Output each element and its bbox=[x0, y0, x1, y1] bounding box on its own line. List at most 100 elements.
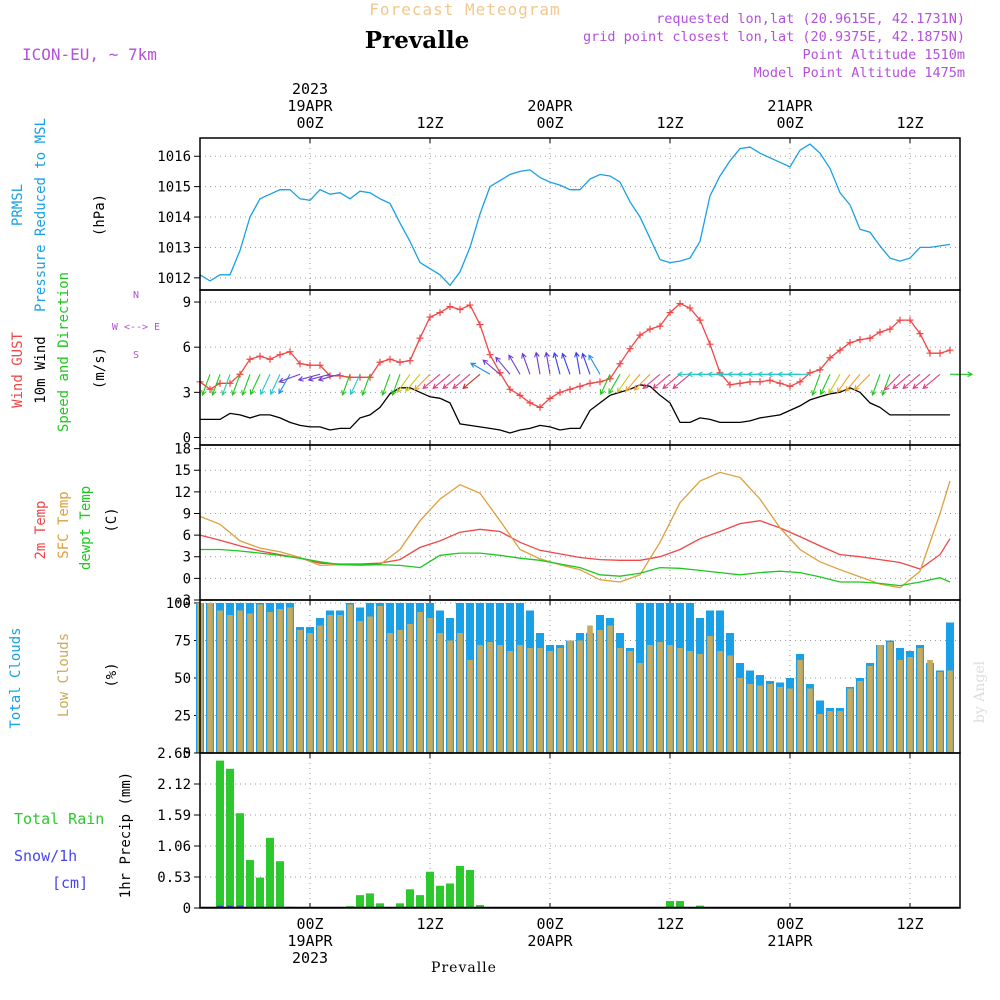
wind-direction-arrow bbox=[269, 374, 281, 396]
top-axis-label: 12Z bbox=[416, 114, 443, 132]
y-tick-label: 6 bbox=[183, 528, 191, 544]
compass-north: N bbox=[133, 290, 139, 301]
rain-bar bbox=[266, 837, 274, 908]
compass-west-east: W <--> E bbox=[112, 322, 160, 333]
gust-marker bbox=[296, 360, 304, 368]
wind-direction-arrow bbox=[633, 373, 651, 391]
low-clouds-bar bbox=[507, 651, 513, 753]
top-axis-label: 2023 bbox=[292, 80, 328, 98]
rain-bar bbox=[446, 883, 454, 908]
gust-marker bbox=[406, 357, 414, 365]
y-tick-label: 1.59 bbox=[157, 808, 191, 824]
low-clouds-bar bbox=[577, 640, 583, 753]
low-clouds-bar bbox=[367, 616, 373, 753]
wind-direction-arrow bbox=[307, 373, 331, 382]
low-clouds-bar bbox=[537, 648, 543, 753]
rain-bar bbox=[666, 900, 674, 908]
rain-bar bbox=[366, 893, 374, 908]
gust-label: Wind GUST bbox=[10, 332, 26, 408]
gust-marker bbox=[886, 325, 894, 333]
low-clouds-bar bbox=[707, 636, 713, 753]
gust-marker bbox=[246, 355, 254, 363]
y-tick-label: 12 bbox=[174, 485, 191, 501]
gust-marker bbox=[816, 366, 824, 374]
gust-marker bbox=[746, 378, 754, 386]
low-clouds-bar bbox=[247, 613, 253, 753]
low-clouds-bar bbox=[437, 633, 443, 753]
rain-bar bbox=[256, 877, 264, 908]
sfc-temp-line bbox=[199, 471, 951, 589]
low-clouds-bar bbox=[897, 660, 903, 753]
low-clouds-bar bbox=[477, 645, 483, 753]
low-clouds-bar bbox=[667, 645, 673, 753]
gust-marker bbox=[306, 361, 314, 369]
wind-direction-arrow bbox=[588, 354, 601, 375]
rain-bar bbox=[416, 895, 424, 908]
wind-direction-arrow bbox=[249, 374, 261, 396]
wind-direction-arrow bbox=[211, 374, 221, 397]
wind-direction-arrow bbox=[871, 374, 881, 397]
wind-direction-arrow bbox=[892, 373, 911, 390]
low-clouds-bar bbox=[847, 688, 853, 753]
gust-marker bbox=[536, 403, 544, 411]
gust-marker bbox=[676, 300, 684, 308]
bottom-axis-label: 20APR bbox=[527, 932, 573, 950]
rain-bar bbox=[466, 869, 474, 908]
y-tick-label: 0.53 bbox=[157, 870, 191, 886]
wind-direction-arrow bbox=[672, 373, 691, 390]
gust-marker bbox=[666, 309, 674, 317]
low-clouds-bar bbox=[447, 640, 453, 753]
gust-marker bbox=[286, 348, 294, 356]
low-clouds-bar bbox=[387, 633, 393, 753]
gust-marker bbox=[696, 316, 704, 324]
low-clouds-bar bbox=[787, 688, 793, 753]
low-clouds-bar bbox=[297, 630, 303, 753]
top-axis-label: 21APR bbox=[767, 97, 813, 115]
wind-direction-arrow bbox=[278, 373, 291, 395]
wind-direction-arrow bbox=[599, 374, 611, 396]
low-clouds-bar bbox=[237, 610, 243, 753]
wind-direction-label: Speed and Direction bbox=[56, 272, 72, 432]
bottom-axis-label: 21APR bbox=[767, 932, 813, 950]
low-clouds-bar bbox=[587, 625, 593, 753]
top-axis-label: 00Z bbox=[296, 114, 323, 132]
low-clouds-bar bbox=[777, 687, 783, 753]
gust-marker bbox=[646, 325, 654, 333]
y-tick-label: 0 bbox=[183, 571, 191, 587]
low-clouds-bar bbox=[827, 711, 833, 753]
gust-marker bbox=[466, 301, 474, 309]
dewpt-temp-line bbox=[200, 548, 951, 587]
gust-marker bbox=[426, 313, 434, 321]
gust-marker bbox=[946, 346, 954, 354]
y-tick-label: 3 bbox=[183, 385, 191, 401]
panel-labels: PRMSL Pressure Reduced to MSL (hPa) Wind GU… bbox=[8, 118, 160, 898]
low-clouds-bar bbox=[687, 651, 693, 753]
y-tick-label: 25 bbox=[174, 709, 191, 725]
pressure-label: PRMSL bbox=[10, 184, 26, 226]
low-clouds-bar bbox=[287, 607, 293, 753]
low-clouds-bar bbox=[547, 651, 553, 753]
gust-marker bbox=[906, 316, 914, 324]
gust-marker bbox=[526, 399, 534, 407]
wind-direction-arrow bbox=[881, 374, 891, 397]
wind-direction-arrow bbox=[902, 373, 921, 390]
panel-frame bbox=[199, 444, 961, 601]
low-clouds-bar bbox=[357, 621, 363, 753]
gust-marker bbox=[766, 376, 774, 384]
low-clouds-bar bbox=[227, 615, 233, 753]
low-clouds-bar bbox=[807, 688, 813, 753]
gust-marker bbox=[476, 321, 484, 329]
gust-marker bbox=[556, 388, 564, 396]
gust-marker bbox=[636, 331, 644, 339]
gust-marker bbox=[226, 379, 234, 387]
wind-direction-arrow bbox=[405, 373, 421, 393]
wind-direction-arrow bbox=[241, 374, 251, 397]
gust-marker bbox=[806, 369, 814, 377]
low-clouds-bar bbox=[467, 660, 473, 753]
y-tick-label: 1.06 bbox=[157, 839, 191, 855]
gust-marker bbox=[546, 394, 554, 402]
point-altitude: Point Altitude 1510m bbox=[802, 47, 965, 63]
wind-direction-arrow bbox=[462, 373, 481, 390]
low-clouds-bar bbox=[857, 681, 863, 753]
